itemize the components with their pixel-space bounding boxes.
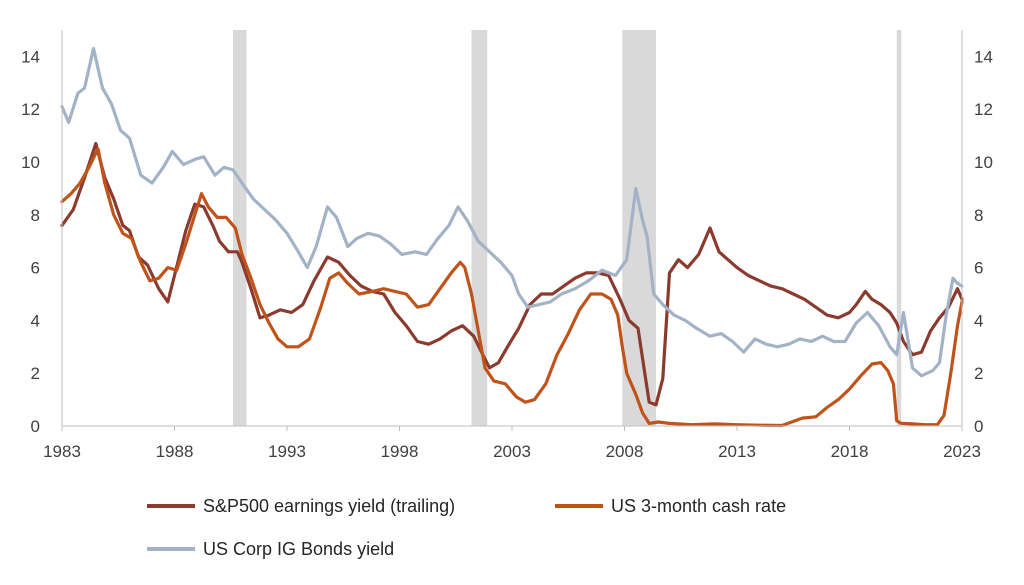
legend-label-2: US Corp IG Bonds yield — [203, 539, 394, 559]
x-axis-ticks: 1983 1988 1993 1998 2003 2008 2013 2018 2023 — [43, 426, 981, 461]
legend: S&P500 earnings yield (trailing) US 3-mon… — [147, 496, 786, 559]
y-tick-left-0: 0 — [31, 417, 40, 436]
legend-label-0: S&P500 earnings yield (trailing) — [203, 496, 455, 516]
recession-band-1 — [471, 30, 488, 426]
x-tick-2023: 2023 — [943, 442, 981, 461]
x-tick-2013: 2013 — [718, 442, 756, 461]
y-tick-left-8: 8 — [31, 206, 40, 225]
y-axis-right-ticks: 0 2 4 6 8 10 12 14 — [974, 47, 993, 436]
series-line-1 — [60, 147, 964, 428]
y-tick-right-14: 14 — [974, 47, 993, 66]
x-tick-2003: 2003 — [493, 442, 531, 461]
series-line-2 — [60, 46, 964, 378]
recession-band-2 — [622, 30, 656, 426]
series-line-0 — [60, 141, 964, 407]
y-tick-right-10: 10 — [974, 153, 993, 172]
y-tick-left-10: 10 — [21, 153, 40, 172]
y-tick-right-8: 8 — [974, 206, 983, 225]
y-tick-right-0: 0 — [974, 417, 983, 436]
y-tick-left-12: 12 — [21, 100, 40, 119]
y-tick-right-2: 2 — [974, 364, 983, 383]
x-tick-2018: 2018 — [831, 442, 869, 461]
legend-label-1: US 3-month cash rate — [611, 496, 786, 516]
recession-band-0 — [233, 30, 247, 426]
series-lines — [60, 46, 964, 428]
x-tick-1993: 1993 — [268, 442, 306, 461]
y-axis-left-ticks: 0 2 4 6 8 10 12 14 — [21, 47, 40, 436]
y-tick-left-4: 4 — [31, 311, 40, 330]
x-tick-2008: 2008 — [606, 442, 644, 461]
x-tick-1998: 1998 — [381, 442, 419, 461]
y-tick-right-12: 12 — [974, 100, 993, 119]
x-tick-1983: 1983 — [43, 442, 81, 461]
y-tick-left-2: 2 — [31, 364, 40, 383]
x-tick-1988: 1988 — [156, 442, 194, 461]
recession-band-3 — [896, 30, 902, 426]
y-tick-left-14: 14 — [21, 47, 40, 66]
y-tick-right-6: 6 — [974, 259, 983, 278]
y-tick-right-4: 4 — [974, 311, 983, 330]
recession-bands — [233, 30, 902, 426]
y-tick-left-6: 6 — [31, 259, 40, 278]
